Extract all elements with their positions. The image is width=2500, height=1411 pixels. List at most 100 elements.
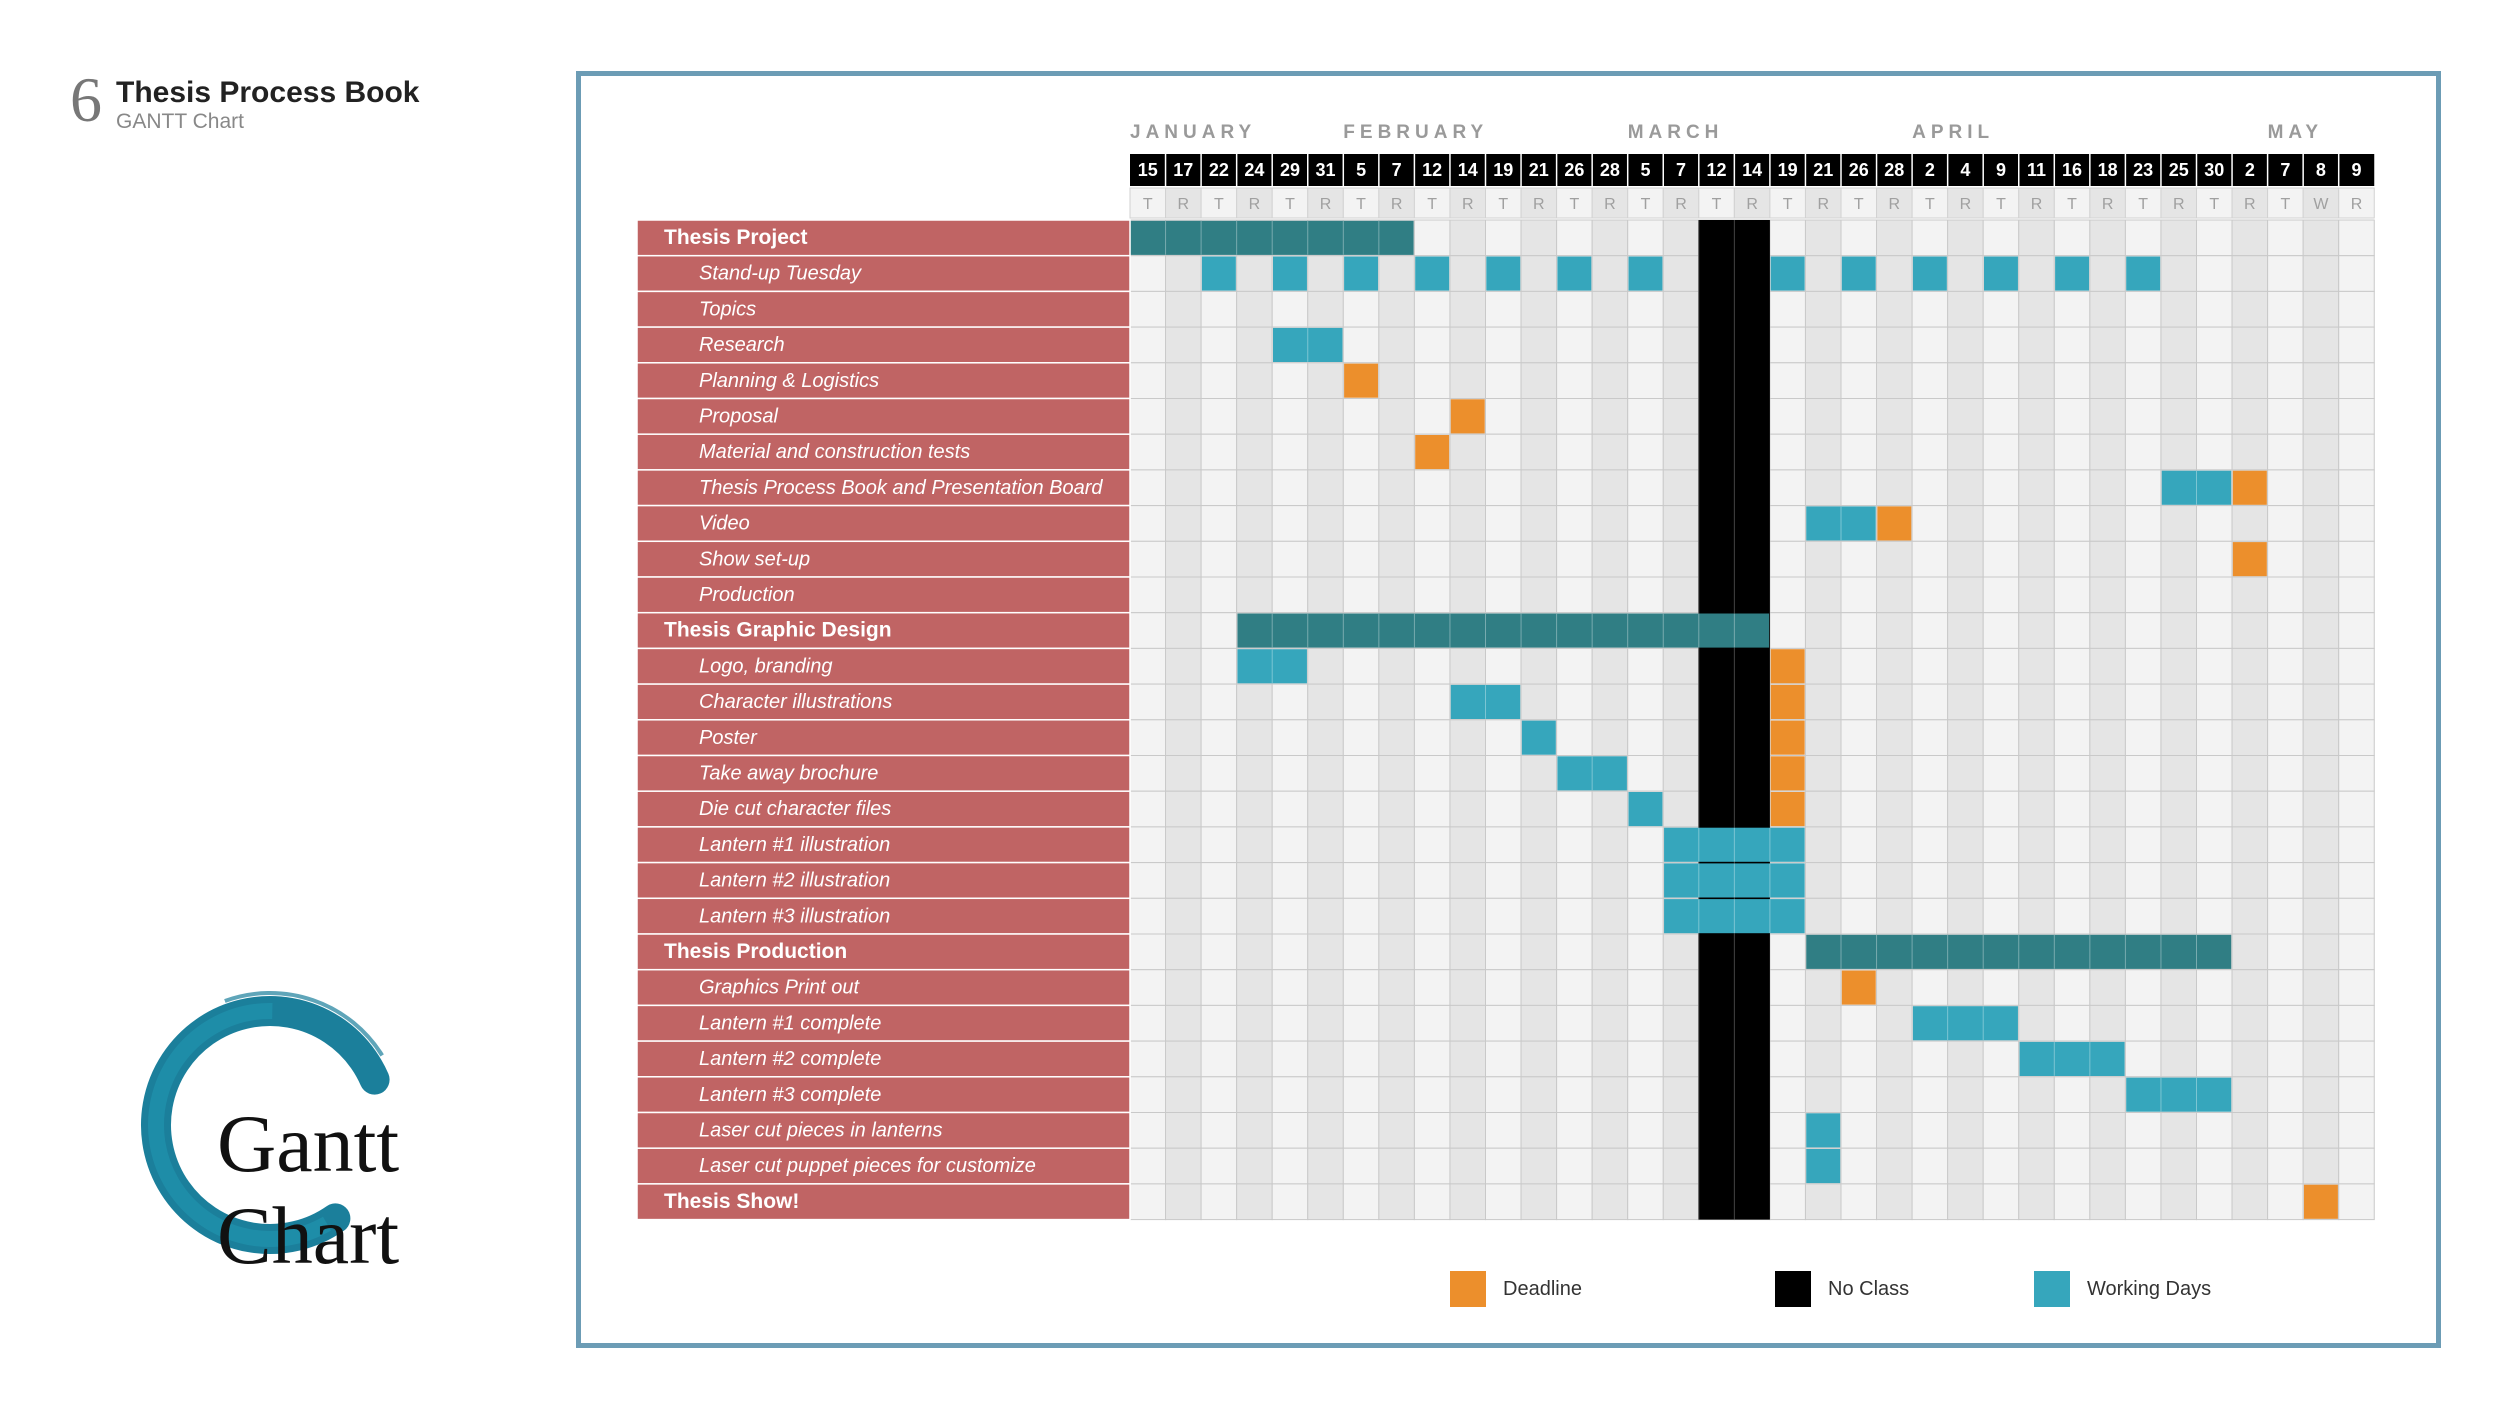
grid-cell	[1200, 647, 1238, 685]
weekday-label: R	[2102, 196, 2114, 213]
grid-cell	[1876, 398, 1913, 435]
grid-cell	[1982, 219, 2020, 257]
grid-cell	[1236, 505, 1273, 542]
grid-cell	[1627, 1040, 1664, 1078]
task-label: Lantern #1 complete	[699, 1012, 881, 1034]
grid-cell	[1200, 1040, 1238, 1078]
grid-cell	[1307, 1112, 1344, 1149]
grid-cell	[2231, 1040, 2269, 1078]
grid-cell	[1378, 505, 1415, 542]
grid-cell	[2124, 469, 2162, 507]
grid-cell	[2302, 219, 2340, 257]
grid-cell	[2196, 362, 2233, 399]
date-label: 28	[1884, 160, 1904, 180]
date-label: 21	[1529, 160, 1549, 180]
grid-cell	[1911, 1183, 1949, 1221]
grid-cell	[1307, 933, 1344, 971]
page-number: 6	[70, 64, 102, 135]
grid-cell	[2196, 433, 2233, 471]
grid-cell	[1947, 255, 1984, 292]
grid-cell	[2089, 790, 2126, 828]
grid-cell	[1200, 576, 1238, 614]
grid-cell	[1413, 505, 1451, 542]
grid-cell	[1947, 790, 1984, 828]
task-bar-working	[1628, 792, 1663, 827]
weekday-label: T	[1498, 196, 1508, 213]
grid-cell	[1485, 969, 1522, 1006]
month-label: APRIL	[1912, 122, 1994, 143]
grid-cell	[1520, 862, 1558, 899]
weekday-cell	[1236, 187, 1273, 219]
task-bar-working	[1344, 256, 1379, 291]
grid-cell	[2124, 433, 2162, 471]
grid-cell	[1840, 897, 1878, 935]
grid-cell	[1378, 433, 1415, 471]
grid-cell	[2053, 290, 2091, 328]
date-label: 15	[1138, 160, 1158, 180]
date-label: 30	[2204, 160, 2224, 180]
grid-cell	[2338, 1147, 2375, 1185]
grid-cell	[2089, 612, 2126, 649]
grid-cell	[1485, 1183, 1522, 1221]
grid-cell	[1129, 540, 1167, 578]
task-label-cell	[636, 576, 1131, 614]
grid-cell	[1840, 398, 1878, 435]
grid-cell	[2089, 576, 2126, 614]
grid-cell	[1804, 897, 1842, 935]
grid-cell	[2124, 969, 2162, 1006]
weekday-cell	[1733, 187, 1771, 219]
grid-cell	[1165, 540, 1202, 578]
grid-cell	[1947, 433, 1984, 471]
grid-cell	[2302, 683, 2340, 721]
grid-cell	[1627, 755, 1664, 792]
grid-cell	[2124, 755, 2162, 792]
task-bar-working	[1237, 649, 1307, 684]
grid-cell	[1165, 576, 1202, 614]
grid-cell	[1165, 326, 1202, 364]
grid-cell	[1556, 540, 1593, 578]
grid-cell	[1165, 1076, 1202, 1113]
grid-cell	[1378, 647, 1415, 685]
grid-cell	[1627, 219, 1664, 257]
task-label: Die cut character files	[699, 798, 891, 820]
grid-cell	[1769, 505, 1806, 542]
task-bar-phase	[1237, 613, 1770, 648]
grid-cell	[1911, 1112, 1949, 1149]
grid-cell	[1236, 683, 1273, 721]
task-bar-working	[1664, 827, 1805, 862]
grid-cell	[1342, 790, 1380, 828]
grid-cell	[1840, 755, 1878, 792]
grid-cell	[2160, 790, 2197, 828]
grid-cell	[1840, 576, 1878, 614]
grid-cell	[1200, 969, 1238, 1006]
grid-cell	[1804, 290, 1842, 328]
grid-cell	[1485, 505, 1522, 542]
grid-cell	[1485, 1147, 1522, 1185]
grid-cell	[1485, 826, 1522, 864]
grid-cell	[1911, 433, 1949, 471]
weekday-cell	[1165, 187, 1202, 219]
grid-cell	[1591, 540, 1629, 578]
grid-cell	[2231, 398, 2269, 435]
grid-cell	[1947, 1076, 1984, 1113]
grid-cell	[2302, 969, 2340, 1006]
task-label: Poster	[699, 727, 758, 749]
grid-cell	[1769, 290, 1806, 328]
grid-cell	[1876, 326, 1913, 364]
grid-cell	[1556, 219, 1593, 257]
grid-cell	[1947, 576, 1984, 614]
grid-cell	[1129, 826, 1167, 864]
grid-cell	[1236, 540, 1273, 578]
grid-cell	[1307, 255, 1344, 292]
legend-swatch-deadline	[1450, 1271, 1486, 1307]
grid-cell	[2267, 362, 2304, 399]
grid-cell	[2053, 505, 2091, 542]
grid-cell	[2018, 326, 2055, 364]
grid-cell	[2302, 1112, 2340, 1149]
legend-label-deadline: Deadline	[1503, 1277, 1582, 1300]
grid-cell	[1591, 362, 1629, 399]
grid-cell	[1378, 1112, 1415, 1149]
grid-cell	[2267, 1183, 2304, 1221]
grid-cell	[1342, 398, 1380, 435]
grid-cell	[1485, 897, 1522, 935]
